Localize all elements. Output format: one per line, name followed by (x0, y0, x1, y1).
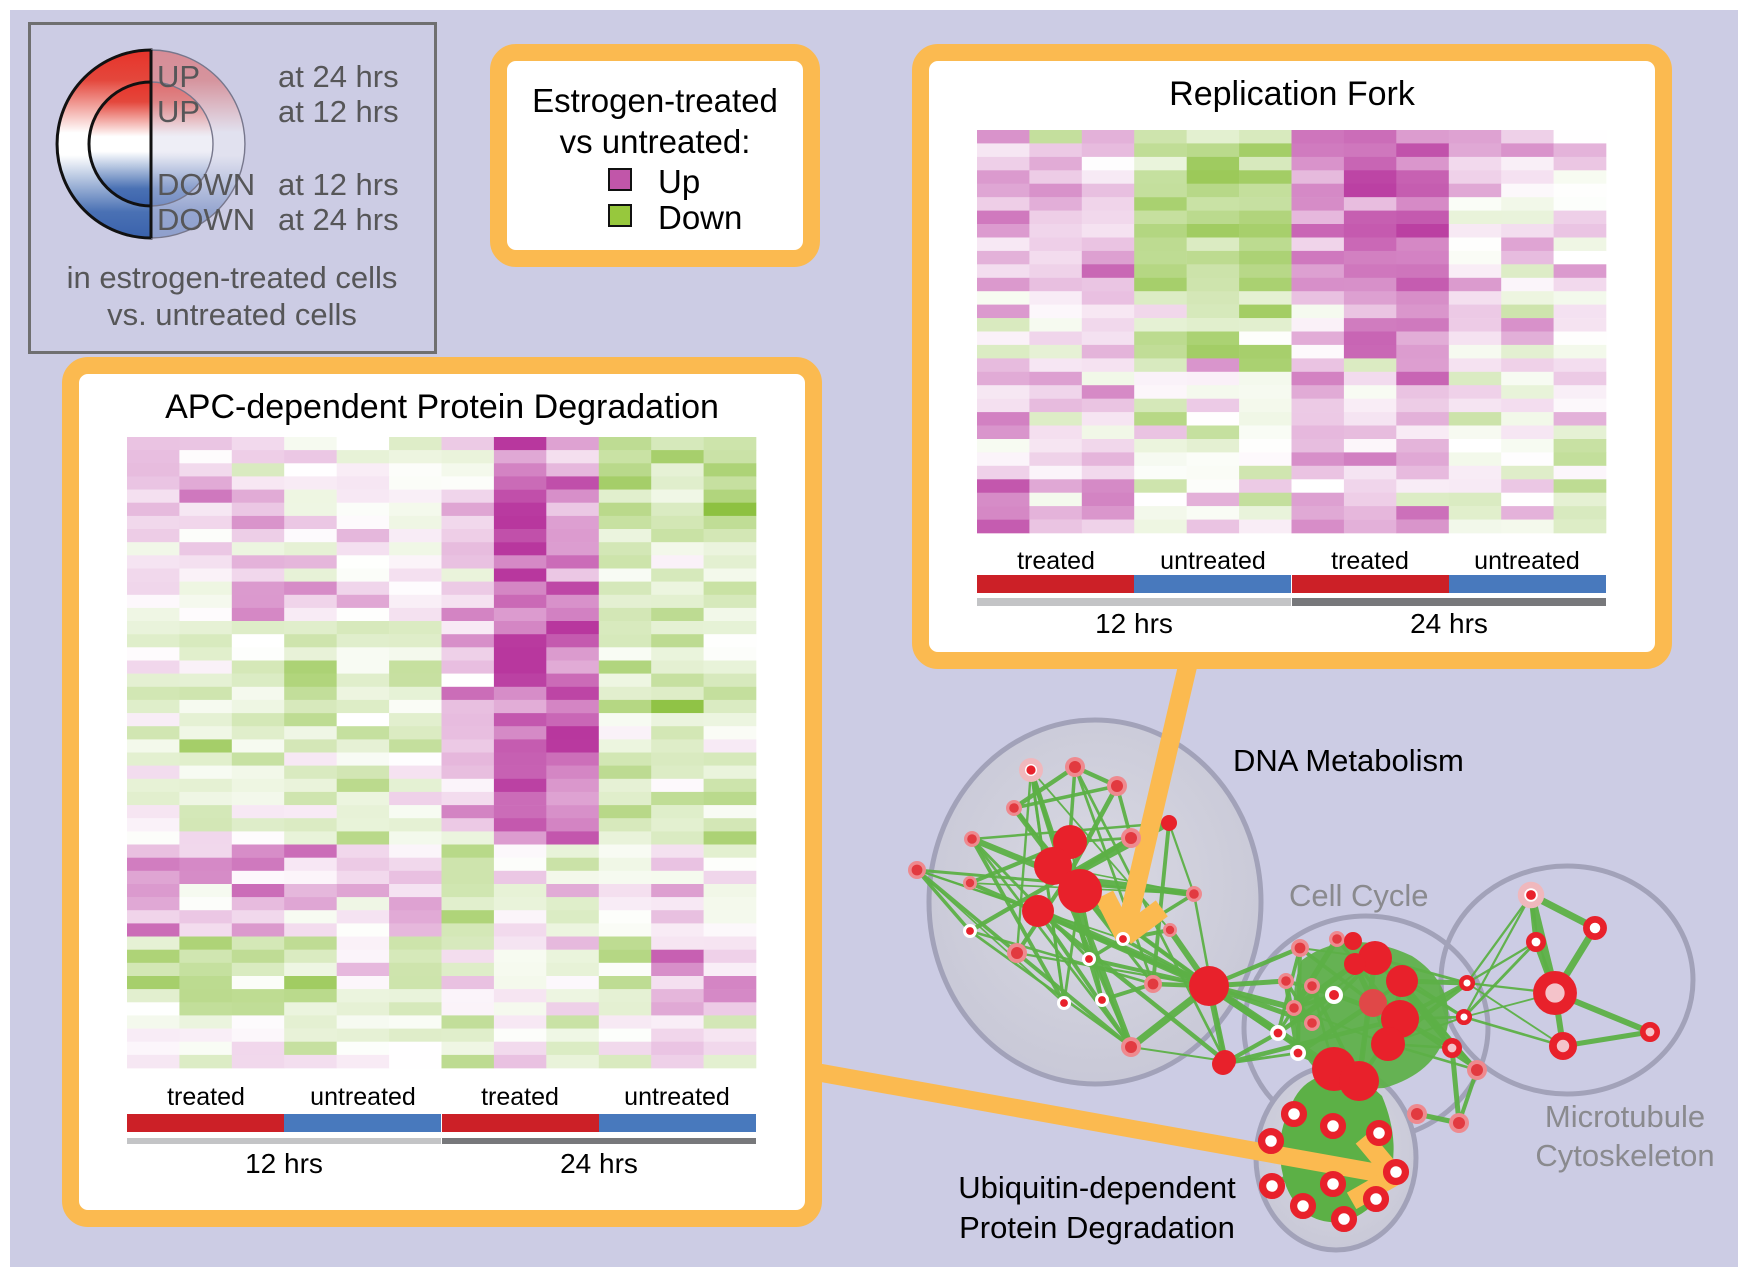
svg-text:DNA Metabolism: DNA Metabolism (1233, 743, 1464, 778)
svg-text:Ubiquitin-dependent: Ubiquitin-dependent (958, 1170, 1236, 1205)
svg-text:Cytoskeleton: Cytoskeleton (1535, 1138, 1714, 1173)
svg-text:Cell Cycle: Cell Cycle (1289, 878, 1429, 913)
svg-text:Protein Degradation: Protein Degradation (959, 1210, 1235, 1245)
svg-text:Microtubule: Microtubule (1545, 1099, 1705, 1134)
